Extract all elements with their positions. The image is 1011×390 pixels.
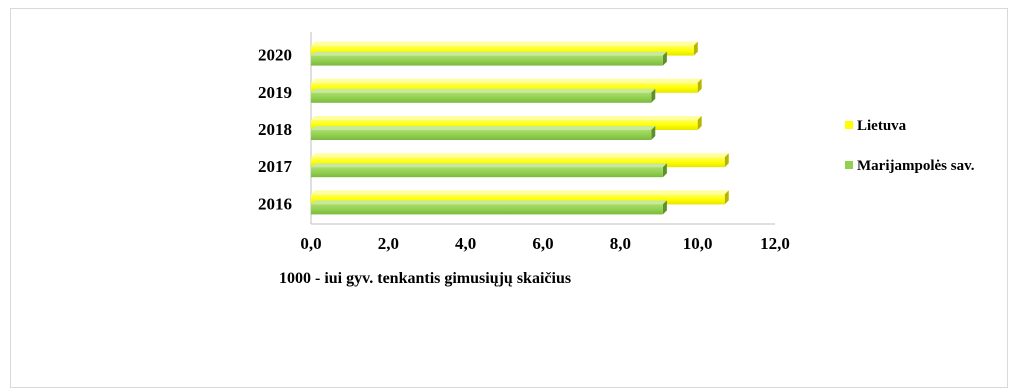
bar-lietuva-2019: [311, 78, 702, 93]
bar-marijampole-2018: [311, 126, 656, 140]
x-tick-label: 0,0: [300, 234, 321, 253]
bar-lietuva-2016: [311, 190, 729, 205]
y-tick-label-2017: 2017: [258, 157, 293, 176]
bar-lietuva-2018: [311, 116, 702, 130]
x-axis-ticks: 0,0 2,0 4,0 6,0 8,0 10,0 12,0: [300, 234, 790, 253]
y-tick-label-2019: 2019: [258, 83, 292, 102]
x-axis-label: 1000 - iui gyv. tenkantis gimusiųjų skai…: [279, 270, 571, 287]
legend-swatch-marijampole: [845, 161, 853, 169]
x-tick-label: 2,0: [378, 234, 399, 253]
bar-marijampole-2016: [311, 200, 667, 215]
legend: Lietuva Marijampolės sav.: [845, 118, 975, 174]
bar-marijampole-2017: [311, 163, 667, 178]
x-tick-label: 8,0: [610, 234, 631, 253]
y-tick-label-2016: 2016: [258, 194, 292, 213]
bar-lietuva-2017: [311, 153, 729, 168]
y-tick-label-2020: 2020: [258, 46, 292, 65]
x-tick-label: 12,0: [760, 234, 790, 253]
x-tick-label: 6,0: [532, 234, 553, 253]
bar-lietuva-2020: [311, 41, 698, 56]
bar-marijampole-2019: [311, 88, 656, 103]
y-tick-label-2018: 2018: [258, 120, 292, 139]
legend-label-marijampole: Marijampolės sav.: [857, 158, 975, 174]
x-tick-label: 10,0: [683, 234, 713, 253]
plot-area: [310, 32, 775, 225]
y-axis-ticks: 2016 2017 2018 2019 2020: [258, 46, 293, 214]
legend-label-lietuva: Lietuva: [857, 118, 907, 134]
legend-swatch-lietuva: [845, 121, 853, 129]
bar-marijampole-2020: [311, 51, 667, 66]
x-tick-label: 4,0: [455, 234, 476, 253]
